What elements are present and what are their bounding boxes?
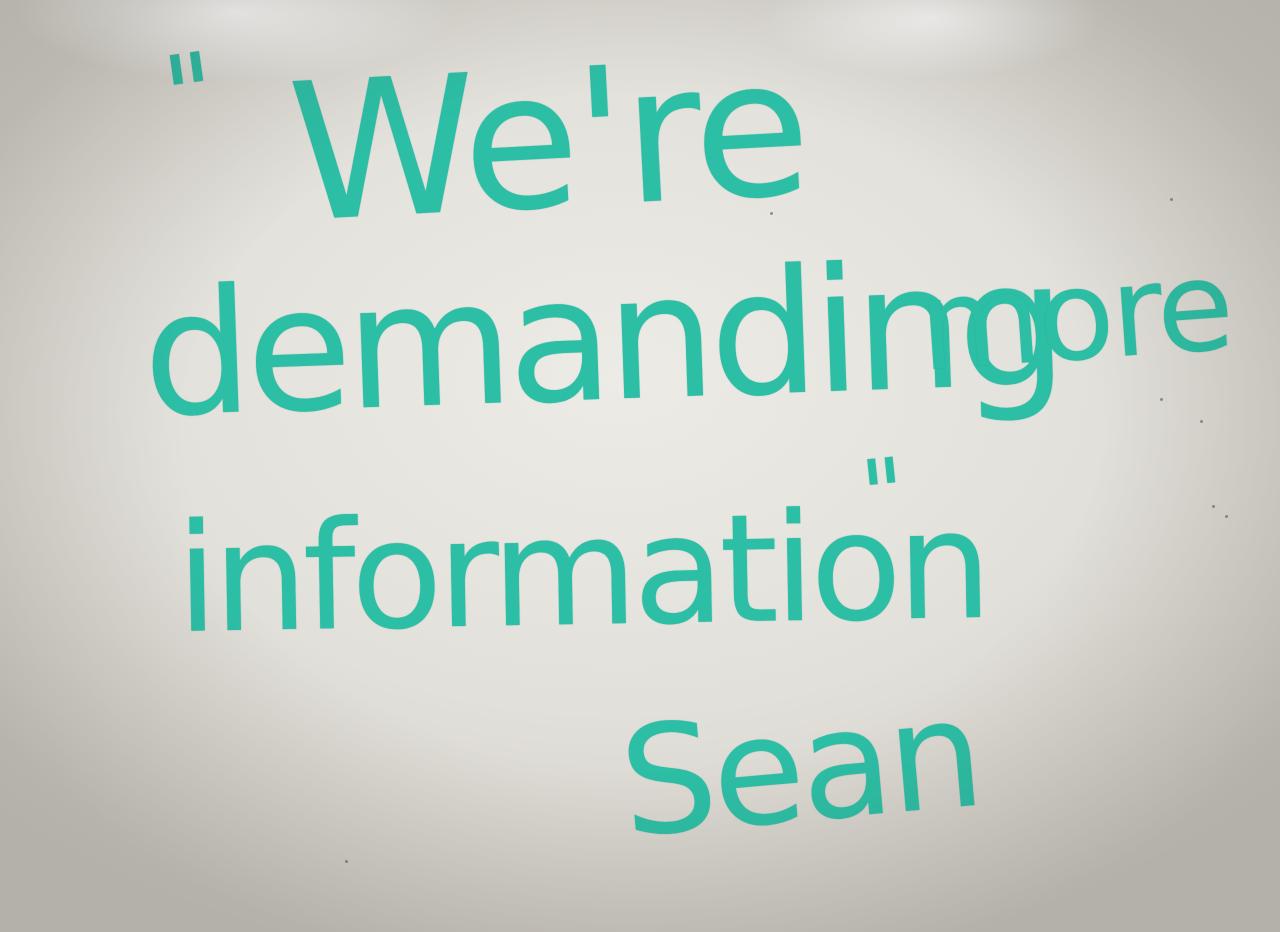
handwritten-signature: Sean [613,666,987,872]
board-speck [1160,398,1163,401]
board-speck [1200,420,1203,423]
board-speck [1225,515,1228,518]
handwritten-line-were: We're [284,16,812,265]
board-speck [1212,505,1215,508]
closing-quote-mark: " [856,438,912,552]
board-speck [345,860,348,863]
opening-quote-mark: " [156,28,225,162]
handwritten-word-more: more [914,233,1236,400]
board-speck [770,212,773,215]
board-speck [1170,198,1173,201]
